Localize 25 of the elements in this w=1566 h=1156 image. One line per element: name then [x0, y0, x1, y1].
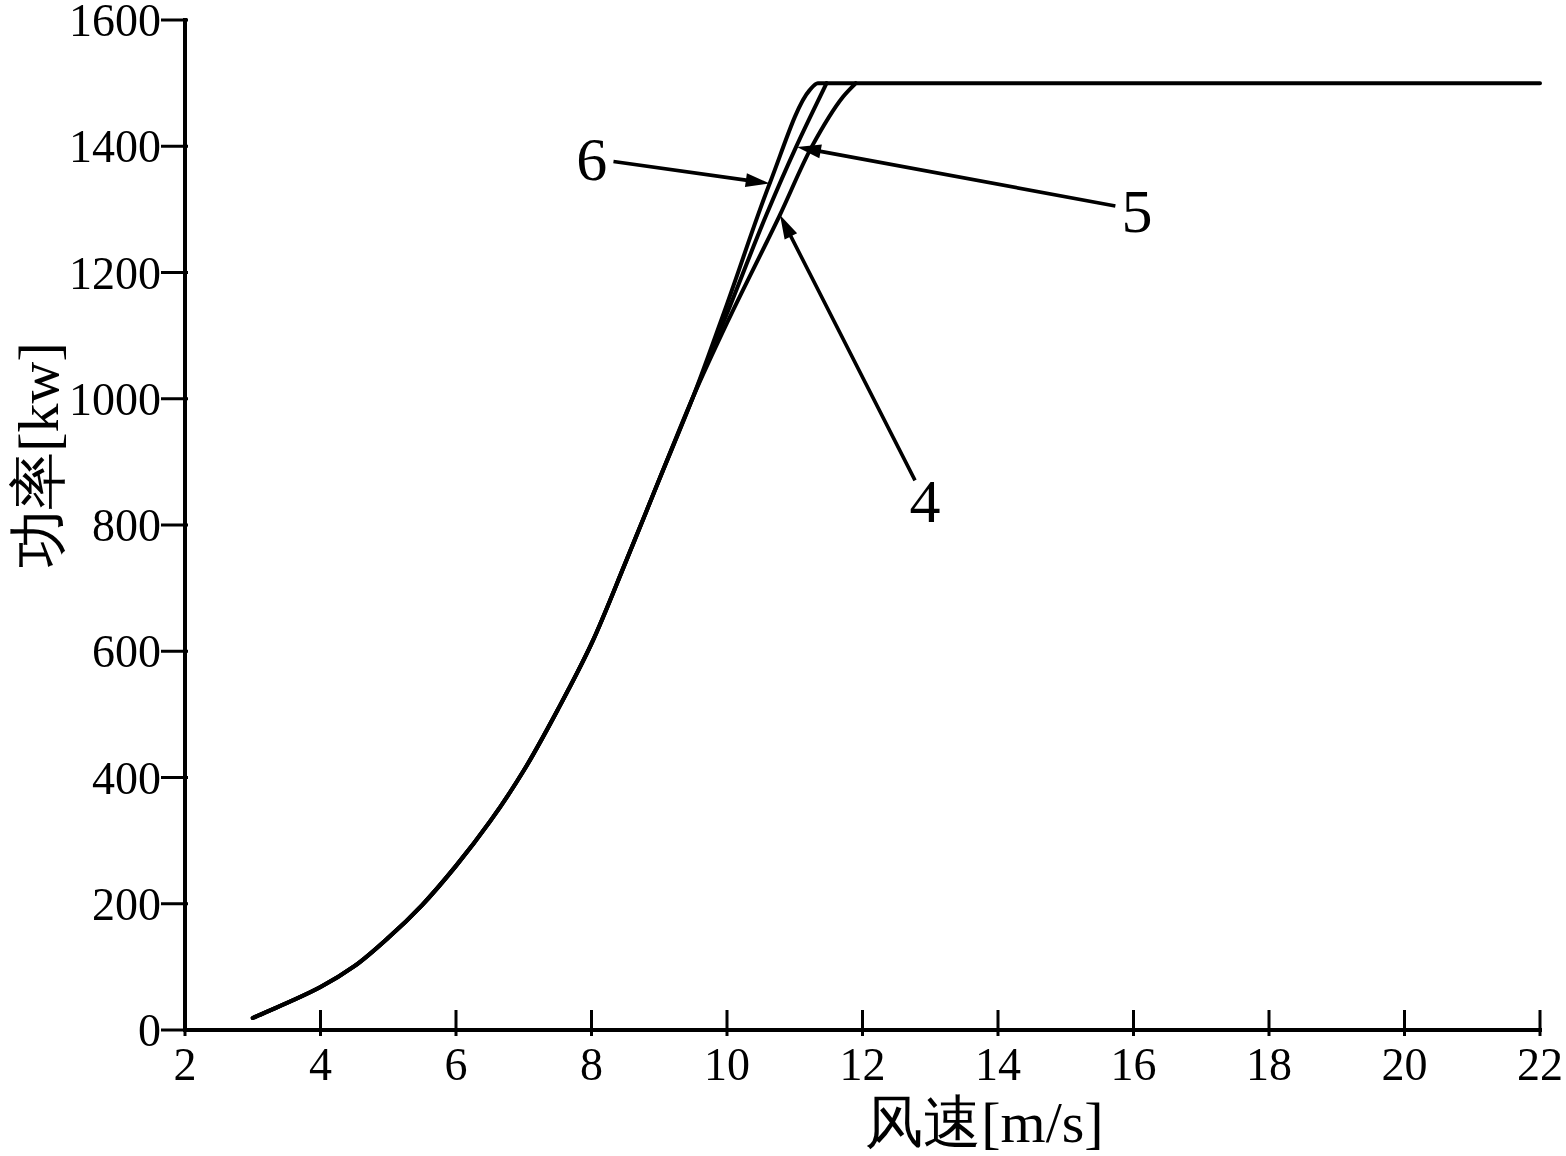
- y-tick-label: 0: [138, 1005, 161, 1057]
- y-tick-label: 1400: [69, 121, 161, 173]
- x-tick-label: 18: [1246, 1039, 1292, 1090]
- x-axis-title: 风速[m/s]: [865, 1090, 1104, 1155]
- y-tick-label: 800: [92, 500, 161, 552]
- annotation: 6: [576, 125, 608, 194]
- y-tick-label: 1000: [69, 373, 161, 425]
- y-tick-label: 200: [92, 878, 161, 930]
- y-tick-label: 600: [92, 626, 161, 678]
- y-tick-label: 1200: [69, 247, 161, 299]
- x-tick-label: 14: [975, 1039, 1021, 1090]
- x-tick-label: 22: [1517, 1039, 1563, 1090]
- x-tick-label: 16: [1110, 1039, 1157, 1090]
- annotation: 4: [909, 466, 941, 535]
- y-tick-label: 1600: [69, 0, 161, 47]
- y-axis-title: 功率[kw]: [6, 342, 71, 568]
- x-tick-label: 12: [839, 1039, 886, 1090]
- x-tick-label: 6: [444, 1039, 468, 1090]
- x-tick-label: 4: [309, 1039, 332, 1090]
- x-tick-label: 10: [704, 1039, 750, 1090]
- annotation: 5: [1121, 176, 1153, 245]
- x-tick-label: 2: [173, 1039, 197, 1090]
- x-tick-label: 20: [1381, 1039, 1428, 1090]
- x-tick-label: 8: [580, 1039, 603, 1090]
- y-tick-label: 400: [92, 752, 161, 804]
